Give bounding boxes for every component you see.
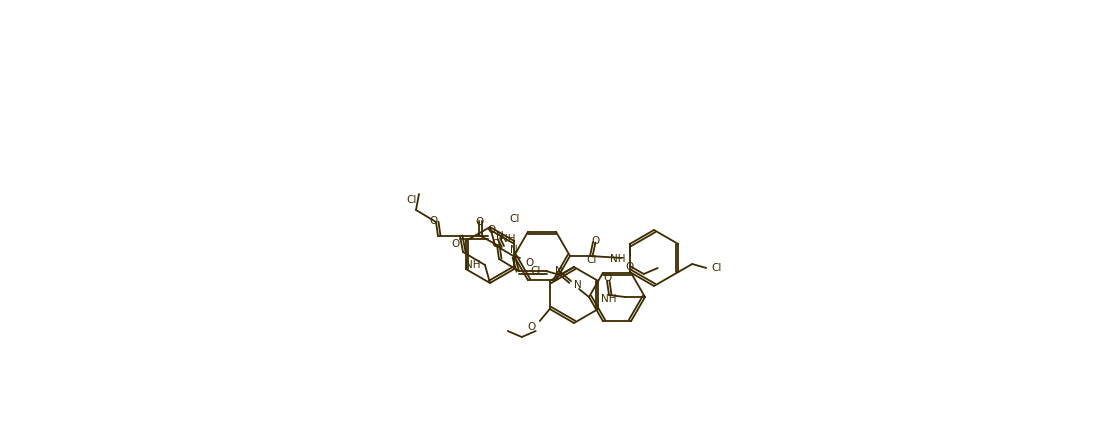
Text: NH: NH	[601, 294, 617, 304]
Text: O: O	[528, 322, 535, 332]
Text: NH: NH	[464, 260, 480, 270]
Text: NH: NH	[610, 254, 625, 264]
Text: O: O	[451, 239, 460, 249]
Text: Cl: Cl	[531, 266, 541, 276]
Text: O: O	[591, 236, 599, 246]
Text: O: O	[490, 239, 499, 249]
Text: N: N	[555, 266, 563, 276]
Text: O: O	[603, 273, 611, 283]
Text: N: N	[574, 280, 581, 290]
Text: N: N	[510, 245, 518, 255]
Text: O: O	[487, 225, 495, 235]
Text: O: O	[625, 262, 634, 272]
Text: N: N	[496, 231, 504, 241]
Text: Cl: Cl	[510, 214, 520, 224]
Text: Cl: Cl	[587, 255, 597, 265]
Text: O: O	[525, 258, 533, 268]
Text: NH: NH	[500, 234, 516, 244]
Text: Cl: Cl	[407, 195, 417, 205]
Text: Cl: Cl	[711, 263, 722, 273]
Text: O: O	[475, 217, 483, 227]
Text: O: O	[429, 216, 437, 226]
